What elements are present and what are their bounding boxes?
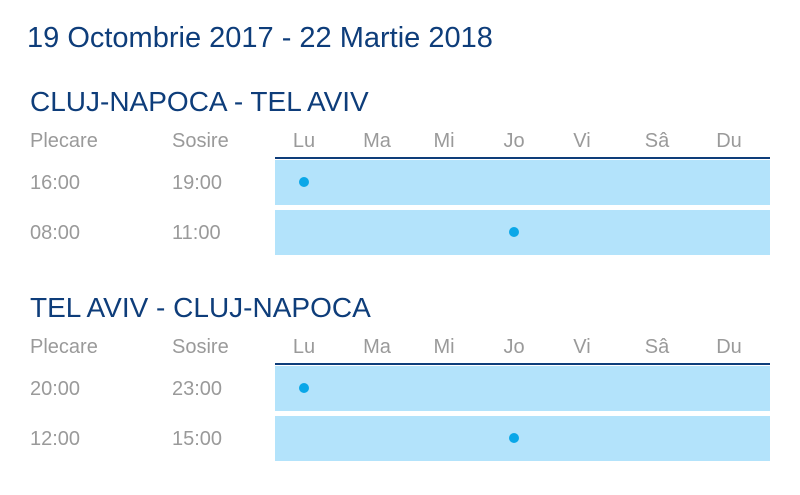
departure-time: 08:00 xyxy=(30,222,81,244)
flight-row: 12:00 15:00 xyxy=(30,416,770,461)
weekday-bar xyxy=(275,210,770,255)
day-header-lu: Lu xyxy=(292,130,316,152)
weekday-bar xyxy=(275,160,770,205)
schedule-period: 19 Octombrie 2017 - 22 Martie 2018 xyxy=(27,22,493,54)
day-header-mi: Mi xyxy=(433,130,455,152)
day-header-ma: Ma xyxy=(363,130,391,152)
operating-day-dot xyxy=(299,383,309,393)
day-header-mi: Mi xyxy=(433,336,455,358)
arrival-header: Sosire xyxy=(172,130,229,152)
day-header-du: Du xyxy=(716,336,742,358)
departure-header: Plecare xyxy=(30,130,98,152)
flight-row: 08:00 11:00 xyxy=(30,210,770,255)
day-header-lu: Lu xyxy=(292,336,316,358)
day-header-ma: Ma xyxy=(363,336,391,358)
weekday-bar xyxy=(275,366,770,411)
day-header-vi: Vi xyxy=(573,336,591,358)
route-section-2: TEL AVIV - CLUJ-NAPOCA Plecare Sosire Lu… xyxy=(30,292,770,467)
arrival-time: 19:00 xyxy=(172,172,223,194)
arrival-time: 11:00 xyxy=(172,222,221,244)
flight-row: 16:00 19:00 xyxy=(30,160,770,205)
day-header-sa: Sâ xyxy=(644,130,670,152)
operating-day-dot xyxy=(299,177,309,187)
day-header-sa: Sâ xyxy=(644,336,670,358)
day-header-du: Du xyxy=(716,130,742,152)
route-title: TEL AVIV - CLUJ-NAPOCA xyxy=(30,292,371,323)
route-section-1: CLUJ-NAPOCA - TEL AVIV Plecare Sosire Lu… xyxy=(30,86,770,261)
day-header-jo: Jo xyxy=(503,336,525,358)
departure-time: 20:00 xyxy=(30,378,81,400)
arrival-header: Sosire xyxy=(172,336,229,358)
weekday-bar xyxy=(275,416,770,461)
arrival-time: 23:00 xyxy=(172,378,223,400)
flight-row: 20:00 23:00 xyxy=(30,366,770,411)
operating-day-dot xyxy=(509,227,519,237)
departure-time: 12:00 xyxy=(30,428,81,450)
header-divider xyxy=(275,363,770,365)
departure-header: Plecare xyxy=(30,336,98,358)
route-title: CLUJ-NAPOCA - TEL AVIV xyxy=(30,86,369,117)
arrival-time: 15:00 xyxy=(172,428,223,450)
operating-day-dot xyxy=(509,433,519,443)
day-header-vi: Vi xyxy=(573,130,591,152)
header-divider xyxy=(275,157,770,159)
day-header-jo: Jo xyxy=(503,130,525,152)
departure-time: 16:00 xyxy=(30,172,81,194)
